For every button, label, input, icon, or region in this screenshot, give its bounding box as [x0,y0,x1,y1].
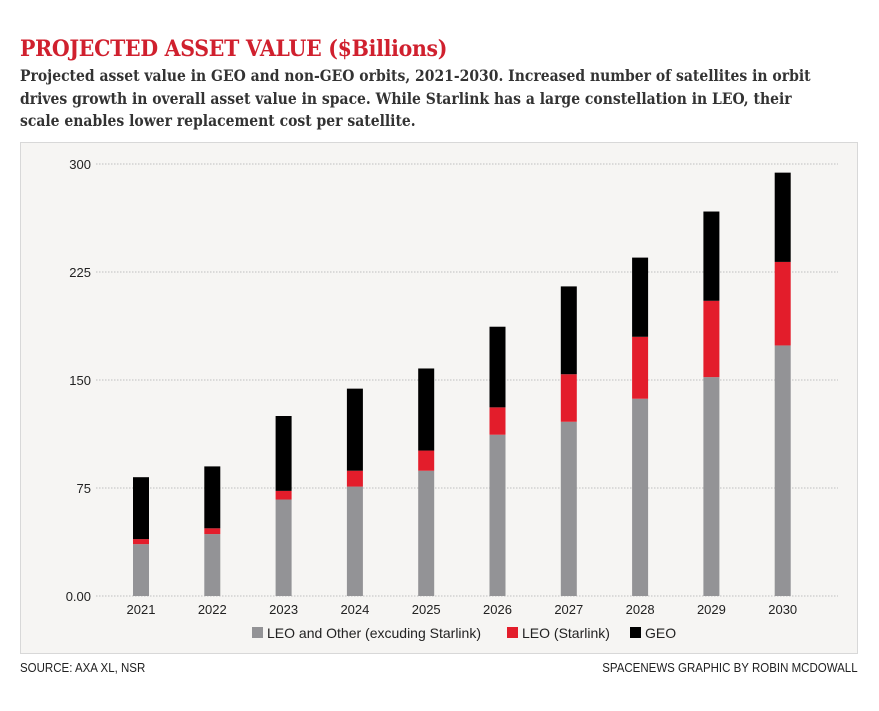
bar-leo-starlink [560,374,577,422]
bar-stack [275,416,292,596]
bar-leo-other [632,398,649,596]
y-tick-label: 75 [77,481,91,496]
bar-leo-starlink [418,450,435,471]
bar-geo [346,388,363,471]
x-tick-label: 2026 [483,602,512,617]
bar-stack [133,477,149,596]
bar-stack [632,257,649,596]
chart-subtitle: Projected asset value in GEO and non-GEO… [20,66,811,130]
bar-leo-other [418,470,435,596]
bar-geo [774,172,791,262]
y-axis-ticks: 0.00 75 150 225 300 [66,157,91,604]
bar-geo [275,416,292,491]
x-tick-label: 2028 [626,602,655,617]
bar-leo-starlink [346,470,363,487]
bar-stack [774,172,791,596]
bars [133,172,791,596]
x-tick-label: 2021 [127,602,156,617]
legend-label: LEO and Other (excuding Starlink) [267,625,481,641]
bar-leo-other [133,544,149,596]
bar-leo-starlink [275,490,292,500]
y-tick-label: 150 [69,373,91,388]
bar-geo [703,211,720,301]
bar-stack [703,211,720,596]
bar-geo [489,326,506,408]
bar-geo [133,477,149,540]
bar-leo-other [560,421,577,596]
bar-leo-starlink [133,539,149,545]
x-tick-label: 2025 [412,602,441,617]
x-tick-label: 2022 [198,602,227,617]
bar-leo-starlink [204,528,221,535]
bar-geo [204,466,221,529]
graphic-credit: SPACENEWS GRAPHIC BY ROBIN MCDOWALL [602,661,858,675]
y-tick-label: 300 [69,157,91,172]
source-note: SOURCE: AXA XL, NSR [20,661,146,675]
bar-stack [489,326,506,596]
x-tick-label: 2029 [697,602,726,617]
x-tick-label: 2023 [269,602,298,617]
bar-geo [632,257,649,337]
y-tick-label: 0.00 [66,589,91,604]
legend: LEO and Other (excuding Starlink) LEO (St… [252,625,676,641]
x-axis-ticks: 2021 2022 2023 2024 2025 2026 2027 2028 2029 2030 [127,602,798,617]
bar-stack [346,388,363,596]
bar-stack [560,286,577,596]
bar-leo-other [346,486,363,596]
bar-leo-other [489,434,506,596]
bar-geo [560,286,577,375]
x-tick-label: 2030 [768,602,797,617]
bar-geo [418,368,435,451]
legend-swatch [252,627,263,638]
bar-stack [204,466,221,596]
legend-label: GEO [645,625,676,641]
bar-stack [418,368,435,596]
bar-leo-other [774,345,791,596]
bar-leo-other [204,534,221,596]
bar-leo-starlink [489,407,506,435]
x-tick-label: 2027 [554,602,583,617]
bar-leo-other [275,499,292,596]
bar-leo-starlink [774,261,791,346]
bar-leo-starlink [703,300,720,378]
chart-title: PROJECTED ASSET VALUE ($Billions) [20,36,448,62]
bar-leo-other [703,377,720,596]
bar-leo-starlink [632,336,649,399]
y-tick-label: 225 [69,265,91,280]
x-tick-label: 2024 [340,602,369,617]
legend-swatch [507,627,518,638]
legend-label: LEO (Starlink) [522,625,610,641]
legend-swatch [630,627,641,638]
